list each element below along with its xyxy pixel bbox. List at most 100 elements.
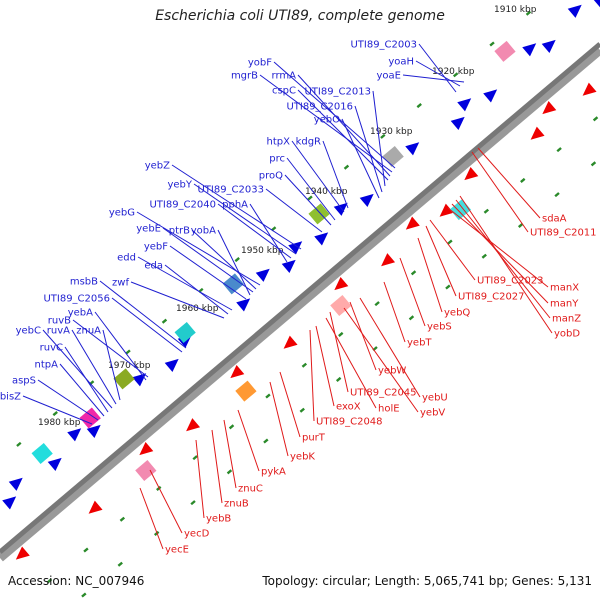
forward-gene-label-proq: proQ: [259, 171, 283, 182]
marker-dash: [307, 195, 313, 201]
forward-gene-arrow: [47, 457, 62, 472]
reverse-gene-label-uti89-c2023: UTI89_C2023: [477, 276, 544, 287]
reverse-gene-arrow: [88, 500, 103, 514]
reverse-gene-leader-uti89-c2048: [309, 329, 315, 422]
scale-tick-1950-kbp: 1950 kbp: [241, 246, 284, 256]
marker-dash: [556, 147, 562, 153]
marker-dash: [117, 561, 123, 567]
marker-dash: [83, 547, 89, 553]
forward-gene-label-prc: prc: [269, 154, 285, 165]
forward-gene-leader-yoae: [402, 74, 465, 83]
reverse-gene-arrow: [530, 126, 545, 140]
reverse-gene-leader-uti89-c2027: [425, 225, 457, 297]
reverse-gene-leader-many: [451, 203, 549, 304]
forward-gene-label-uti89-c2013: UTI89_C2013: [304, 87, 371, 98]
forward-gene-leader-ruvb: [72, 319, 149, 378]
reverse-gene-arrow: [186, 418, 201, 432]
reverse-gene-label-uti89-c2027: UTI89_C2027: [458, 292, 525, 303]
marker-dash: [517, 222, 524, 228]
forward-gene-label-yebc: yebC: [16, 326, 41, 337]
marker-dash: [335, 376, 342, 382]
reverse-gene-label-yecd: yecD: [184, 529, 210, 540]
marker-dash: [374, 301, 380, 307]
forward-gene-label-yebf: yebF: [144, 242, 168, 253]
forward-gene-leader-yoba: [217, 229, 251, 296]
forward-gene-label-yebo: yebO: [314, 115, 340, 126]
reverse-gene-leader-yebb: [195, 439, 205, 519]
reverse-gene-leader-yebu: [359, 297, 421, 398]
forward-gene-label-ruva: ruvA: [47, 326, 70, 337]
feature-block: [449, 199, 472, 221]
forward-gene-arrow: [164, 358, 179, 373]
reverse-gene-label-znub: znuB: [224, 499, 249, 510]
forward-gene-leader-ntpa: [59, 363, 105, 417]
reverse-gene-leader-uti89-c2023: [429, 219, 476, 281]
reverse-gene-arrow: [334, 276, 349, 291]
reverse-gene-label-yebu: yebU: [422, 393, 448, 404]
forward-gene-leader-yoah: [415, 60, 461, 87]
marker-dash: [52, 411, 58, 417]
marker-dash: [16, 441, 22, 447]
forward-gene-arrow: [405, 142, 420, 156]
marker-dash: [226, 469, 233, 475]
forward-gene-leader-bisz: [22, 395, 93, 425]
forward-gene-label-bisz: bisZ: [0, 392, 21, 403]
reverse-gene-label-exox: exoX: [336, 402, 361, 413]
forward-gene-arrow: [593, 0, 600, 8]
marker-dash: [554, 192, 560, 198]
marker-dash: [410, 270, 417, 276]
reverse-gene-leader-pyka: [237, 409, 260, 472]
forward-gene-label-znua: znuA: [76, 326, 101, 337]
reverse-gene-leader-znub: [211, 429, 223, 504]
forward-gene-label-zwf: zwf: [112, 278, 129, 289]
reverse-gene-leader-purt: [279, 371, 301, 438]
reverse-gene-arrow: [439, 203, 454, 217]
marker-dash: [416, 103, 422, 109]
scale-tick-1920-kbp: 1920 kbp: [432, 67, 475, 77]
forward-gene-leader-msbb: [99, 280, 187, 349]
reverse-gene-leader-yebv: [343, 307, 419, 413]
forward-gene-arrow: [236, 298, 251, 312]
reverse-gene-arrow: [542, 100, 557, 115]
marker-dash: [265, 393, 271, 399]
forward-gene-leader-yebz: [171, 164, 302, 250]
reverse-gene-label-manx: manX: [550, 283, 579, 294]
forward-gene-arrow: [483, 89, 498, 103]
forward-gene-label-edd: edd: [117, 253, 136, 264]
reverse-gene-label-yebq: yebQ: [444, 308, 470, 319]
marker-dash: [525, 10, 532, 16]
forward-gene-leader-rrma: [297, 74, 391, 177]
forward-gene-arrow: [255, 268, 270, 282]
marker-dash: [408, 315, 415, 321]
reverse-gene-label-yebw: yebW: [378, 366, 406, 377]
backbone-shadow: [0, 46, 600, 562]
reverse-gene-leader-yebk: [269, 381, 289, 457]
backbone: [0, 42, 600, 554]
reverse-gene-leader-hole: [325, 317, 377, 409]
marker-dash: [299, 407, 305, 413]
feature-block: [235, 380, 257, 402]
feature-block: [113, 368, 135, 390]
reverse-gene-arrow: [139, 441, 154, 456]
marker-dash: [338, 331, 344, 337]
feature-block: [222, 273, 244, 295]
forward-gene-leader-prc: [286, 157, 336, 221]
reverse-gene-label-yebs: yebS: [427, 322, 452, 333]
marker-dash: [343, 164, 350, 170]
reverse-gene-label-yebt: yebT: [407, 338, 432, 349]
forward-gene-leader-edd: [137, 256, 233, 311]
reverse-gene-label-hole: holE: [378, 404, 400, 415]
marker-dash: [447, 239, 453, 245]
reverse-gene-label-yebb: yebB: [206, 514, 231, 525]
forward-gene-label-yeby: yebY: [167, 180, 192, 191]
forward-gene-label-cspc: cspC: [272, 86, 296, 97]
reverse-gene-label-yece: yecE: [165, 545, 189, 556]
feature-block: [31, 442, 53, 464]
feature-block: [494, 40, 516, 62]
forward-gene-arrow: [288, 241, 303, 255]
reverse-gene-leader-uti89-c2011: [471, 151, 529, 233]
forward-gene-label-uti89-c2040: UTI89_C2040: [149, 200, 216, 211]
topology-text: Topology: circular; Length: 5,065,741 bp…: [262, 574, 592, 588]
forward-gene-label-kdgr: kdgR: [296, 137, 321, 148]
